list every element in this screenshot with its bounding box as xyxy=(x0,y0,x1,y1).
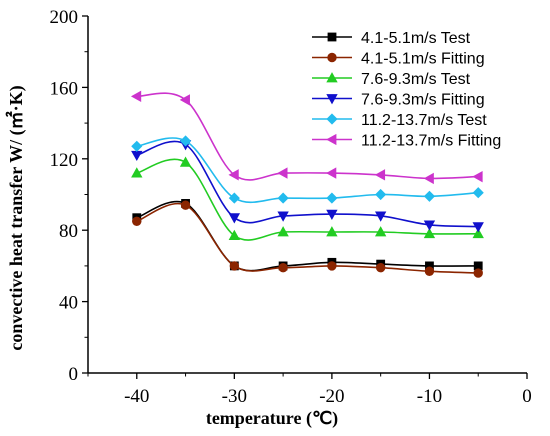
data-point xyxy=(179,135,192,147)
y-axis-title: convective heat transfer W/ (㎡·K) xyxy=(5,85,27,350)
series-6 xyxy=(130,90,483,185)
data-point xyxy=(228,213,241,224)
legend-label: 11.2-13.7m/s Fitting xyxy=(361,133,501,150)
data-point xyxy=(131,140,143,152)
data-point xyxy=(277,226,289,237)
data-point xyxy=(179,156,192,167)
y-tick-label: 200 xyxy=(50,7,79,28)
x-tick-label: -30 xyxy=(222,386,247,407)
data-point xyxy=(131,150,143,162)
y-tick-label: 160 xyxy=(50,78,79,99)
legend-label: 7.6-9.3m/s Fitting xyxy=(361,92,485,109)
data-point xyxy=(423,172,434,185)
legend-label: 4.1-5.1m/s Fitting xyxy=(361,51,485,68)
series-line xyxy=(136,92,479,181)
data-point xyxy=(472,222,484,233)
series-line xyxy=(136,200,479,272)
x-tick-label: -10 xyxy=(417,386,442,407)
legend-label: 4.1-5.1m/s Test xyxy=(361,30,471,47)
legend-marker xyxy=(327,32,337,42)
data-point xyxy=(327,261,337,271)
data-point xyxy=(374,226,387,237)
legend-marker xyxy=(326,94,338,105)
data-point xyxy=(180,200,191,210)
data-point xyxy=(277,192,289,204)
data-point xyxy=(228,229,241,240)
legend-marker xyxy=(326,133,337,146)
legend-marker xyxy=(326,72,338,83)
data-point xyxy=(179,94,190,106)
series-5 xyxy=(131,135,484,204)
data-point xyxy=(472,187,484,199)
axes: -40 -30 -20 -10 0 0 40 80 120 160 200 xyxy=(50,7,532,407)
series-line xyxy=(136,140,479,228)
x-tick-label: -40 xyxy=(124,386,149,407)
legend-marker xyxy=(326,113,338,125)
y-tick-label: 80 xyxy=(59,221,78,242)
data-point xyxy=(326,226,338,237)
data-point xyxy=(375,188,387,201)
data-point xyxy=(374,169,386,181)
data-point xyxy=(326,167,337,179)
data-point xyxy=(374,211,387,222)
data-point xyxy=(130,90,142,103)
data-point xyxy=(472,170,483,183)
data-point xyxy=(423,190,436,202)
x-axis-title: temperature (℃) xyxy=(206,408,338,429)
data-point xyxy=(132,216,142,226)
data-point xyxy=(423,220,436,231)
legend-label: 7.6-9.3m/s Test xyxy=(361,71,471,88)
series-4 xyxy=(131,140,484,233)
legend-marker xyxy=(327,52,337,63)
series-2 xyxy=(132,200,483,278)
x-tick-label: 0 xyxy=(522,386,532,407)
y-tick-label: 120 xyxy=(50,150,79,171)
y-tick-label: 0 xyxy=(69,364,79,385)
data-point xyxy=(424,266,435,276)
x-tick-label: -20 xyxy=(319,386,344,407)
data-point xyxy=(228,192,240,204)
data-point xyxy=(229,261,240,271)
data-point xyxy=(326,209,338,220)
series-3 xyxy=(131,156,484,241)
data-point xyxy=(423,227,436,239)
data-point xyxy=(326,192,338,204)
y-tick-label: 40 xyxy=(59,293,78,314)
series-layer xyxy=(130,90,484,278)
data-point xyxy=(228,169,239,181)
legend: 4.1-5.1m/s Test 4.1-5.1m/s Fitting 7.6-9.3… xyxy=(312,30,501,150)
data-point xyxy=(277,167,288,179)
data-point xyxy=(131,167,143,178)
data-point xyxy=(375,262,386,273)
data-point xyxy=(472,227,484,239)
series-line xyxy=(136,202,479,274)
data-point xyxy=(473,268,483,278)
data-point xyxy=(277,211,289,222)
legend-label: 11.2-13.7m/s Test xyxy=(361,112,487,129)
data-point xyxy=(278,262,288,273)
